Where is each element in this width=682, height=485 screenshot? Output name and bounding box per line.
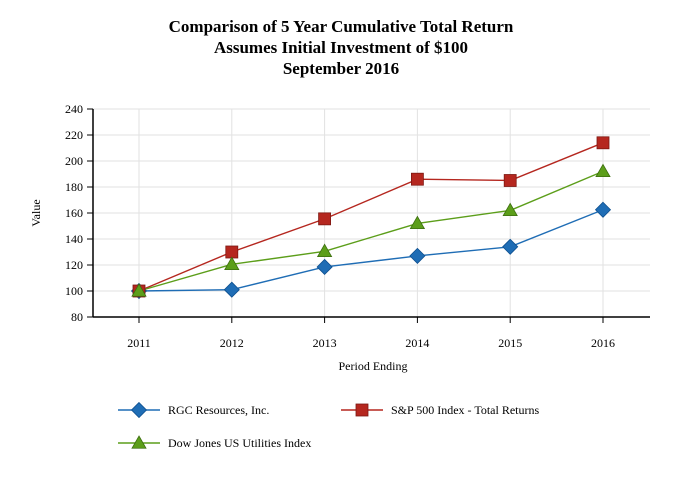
data-point-1 [318,212,332,226]
data-point-0 [594,201,612,218]
axes [87,108,650,323]
data-point-0 [502,238,519,255]
x-tick-label: 2012 [220,336,244,350]
y-tick-label: 160 [65,206,83,220]
series-group [130,136,612,300]
y-tick-label: 100 [65,284,83,298]
legend-marker-2 [131,435,147,449]
x-tick-label: 2015 [498,336,522,350]
data-point-0 [223,281,240,298]
legend-marker-0 [130,401,148,419]
legend-label-1: S&P 500 Index - Total Returns [391,403,539,417]
title-line-1: Comparison of 5 Year Cumulative Total Re… [169,17,514,36]
legend-label-0: RGC Resources, Inc. [168,403,269,417]
data-point-2 [595,163,611,178]
data-point-2 [409,215,426,230]
series-line-2 [138,170,604,292]
y-tick-labels: 80 100 120 140 160 180 200 220 240 [65,102,83,324]
y-tick-label: 240 [65,102,83,116]
y-tick-label: 140 [65,232,83,246]
y-tick-label: 220 [65,128,83,142]
title-line-3: September 2016 [283,59,399,78]
data-point-1 [410,172,424,186]
y-tick-label: 180 [65,180,83,194]
series-line-1 [138,142,604,292]
data-point-0 [409,247,426,264]
y-tick-label: 200 [65,154,83,168]
chart-title: Comparison of 5 Year Cumulative Total Re… [169,17,514,78]
data-point-2 [131,283,147,297]
data-point-1 [596,136,610,150]
title-line-2: Assumes Initial Investment of $100 [214,38,468,57]
series-line-0 [138,209,604,292]
data-point-2 [224,256,240,271]
x-axis-label: Period Ending [339,359,408,373]
y-tick-label: 120 [65,258,83,272]
gridlines [93,108,650,317]
legend-label-2: Dow Jones US Utilities Index [168,436,311,450]
y-axis-label: Value [29,199,43,226]
legend-marker-1 [355,403,369,417]
data-point-2 [502,202,518,217]
x-tick-label: 2011 [127,336,151,350]
data-point-0 [316,258,333,276]
data-point-1 [503,174,517,187]
legend: RGC Resources, Inc. S&P 500 Index - Total… [118,401,539,450]
x-tick-label: 2013 [313,336,337,350]
y-tick-label: 80 [71,310,83,324]
data-point-2 [316,243,333,258]
data-point-1 [225,245,239,259]
x-tick-labels: 2011 2012 2013 2014 2015 2016 [127,336,615,350]
x-tick-label: 2014 [405,336,429,350]
x-tick-label: 2016 [591,336,615,350]
